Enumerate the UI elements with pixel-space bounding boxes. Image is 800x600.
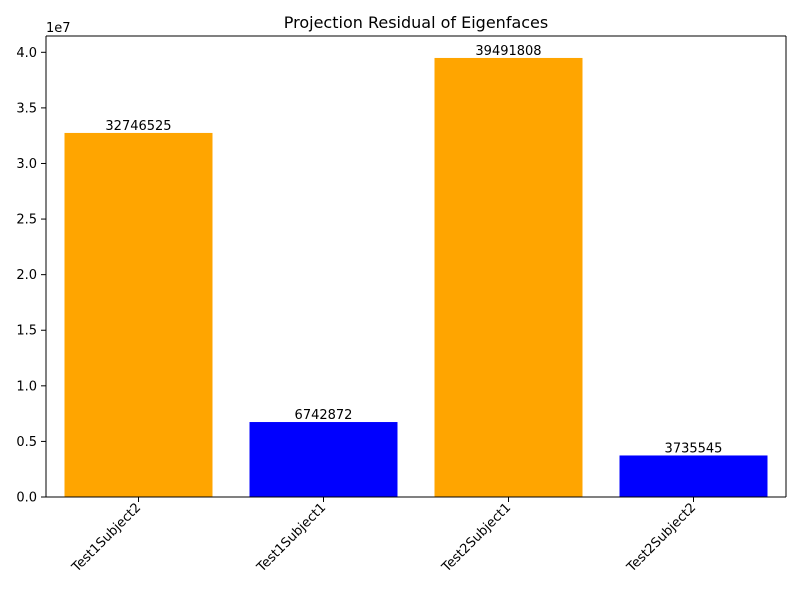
data-label: 39491808	[475, 44, 541, 59]
bar-Test2Subject1	[434, 57, 583, 497]
bar-Test2Subject2	[619, 455, 768, 497]
x-tick-label: Test1Subject1	[254, 500, 329, 575]
x-tick-label: Test2Subject2	[624, 500, 699, 575]
data-label: 32746525	[105, 119, 171, 134]
y-tick-label: 0.5	[16, 435, 37, 450]
y-axis-scale-label: 1e7	[46, 21, 71, 36]
chart-title: Projection Residual of Eigenfaces	[284, 13, 548, 32]
y-tick-label: 1.5	[16, 324, 37, 339]
bar-Test1Subject2	[64, 132, 213, 497]
y-tick-label: 2.5	[16, 213, 37, 228]
y-tick-label: 2.0	[16, 268, 37, 283]
y-tick-label: 1.0	[16, 379, 37, 394]
x-tick-label: Test1Subject2	[69, 500, 144, 575]
data-label: 3735545	[665, 441, 723, 456]
bar-Test1Subject1	[249, 422, 398, 497]
plot-area: 0.0 0.5 1.0 1.5 2.0 2.5 3.0 3.5 4.0 32746525 Test1…	[16, 44, 768, 576]
y-tick-label: 3.0	[16, 157, 37, 172]
y-tick-label: 3.5	[16, 101, 37, 116]
y-tick-label: 4.0	[16, 46, 37, 61]
y-tick-label: 0.0	[16, 491, 37, 506]
data-label: 6742872	[295, 408, 353, 423]
x-tick-label: Test2Subject1	[439, 500, 514, 575]
